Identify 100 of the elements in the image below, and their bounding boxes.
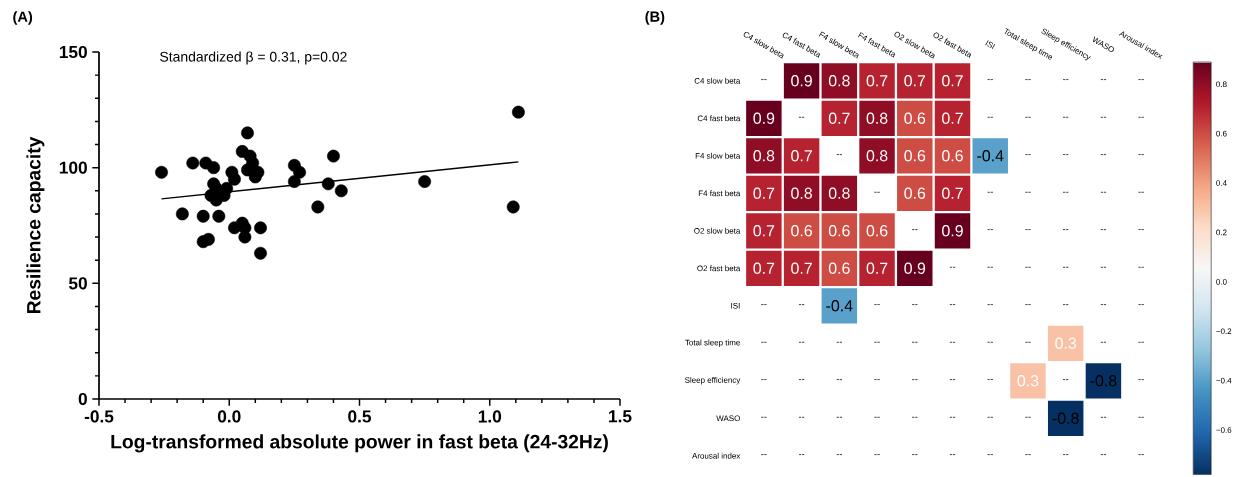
text: -- — [1025, 154, 1031, 156]
data-label: 0.8 — [791, 187, 812, 199]
text: -- — [1100, 79, 1107, 81]
text: -- — [949, 454, 956, 456]
text: -- — [949, 266, 956, 268]
text: -- — [836, 154, 843, 156]
text: -- — [1138, 154, 1144, 156]
text: -- — [798, 454, 805, 456]
data-label: 0.9 — [791, 75, 812, 87]
data-label: -0.8 — [1090, 375, 1117, 387]
data-label: 0.8 — [866, 112, 888, 124]
text: -- — [987, 191, 993, 193]
text: -- — [1138, 116, 1144, 118]
y-axis-title: Resilience capacity — [26, 136, 45, 314]
data-label: 0.6 — [904, 150, 926, 162]
data-label: 0.7 — [866, 75, 888, 87]
text: -- — [1063, 79, 1069, 81]
data-label: 0.6 — [904, 112, 926, 124]
text: -- — [874, 304, 880, 306]
x-axis-title: Log-transformed absolute power in fast beta (24-32Hz) — [111, 434, 608, 453]
data-label: 0.7 — [791, 262, 812, 274]
data-label: 0.8 — [828, 75, 850, 87]
data-label: 0.3 — [1055, 337, 1077, 349]
data-label: 0.7 — [753, 187, 775, 199]
text: -- — [1138, 191, 1144, 193]
text: -- — [798, 116, 805, 118]
chart-title: (B) — [645, 11, 665, 25]
data-label: 0.9 — [753, 112, 775, 124]
text: -- — [987, 229, 993, 231]
text: -- — [1100, 116, 1107, 118]
text: -- — [1025, 266, 1031, 268]
text: -- — [912, 416, 918, 418]
text: -- — [987, 79, 993, 81]
text: -- — [761, 304, 767, 306]
text: -- — [1138, 266, 1144, 268]
text: -- — [1100, 191, 1107, 193]
text: -- — [798, 341, 805, 343]
data-label: 0.6 — [866, 225, 888, 237]
data-label: 0.7 — [866, 262, 888, 274]
text: -- — [1138, 304, 1144, 306]
text: -- — [761, 79, 767, 81]
text: -- — [798, 379, 805, 381]
y-tick-label: 0 — [78, 392, 87, 406]
text: -- — [1025, 79, 1031, 81]
text: -- — [987, 454, 993, 456]
x-tick-label: 1.0 — [478, 410, 502, 423]
text: -- — [1100, 454, 1107, 456]
text: -- — [1063, 229, 1069, 231]
data-label: 0.7 — [942, 112, 963, 124]
text: -- — [912, 454, 918, 456]
text: -- — [1063, 379, 1069, 381]
text: -- — [836, 379, 843, 381]
data-label: 0.7 — [904, 75, 926, 87]
data-label: -0.4 — [977, 150, 1004, 162]
text: -- — [987, 416, 993, 418]
x-tick-label: 1.5 — [609, 410, 632, 423]
text: -- — [874, 341, 880, 343]
text: -- — [761, 341, 767, 343]
text: -- — [949, 304, 956, 306]
text: -- — [761, 416, 767, 418]
text: -- — [912, 229, 918, 231]
text: -- — [1138, 454, 1144, 456]
y-tick-label: 50 — [68, 277, 87, 290]
data-label: -0.8 — [1052, 412, 1079, 424]
text: -- — [987, 116, 993, 118]
text: -- — [912, 304, 918, 306]
data-label: 0.7 — [753, 262, 775, 274]
data-label: 0.7 — [828, 112, 850, 124]
x-tick-label: 0.5 — [348, 410, 372, 423]
text: -- — [1138, 379, 1144, 381]
text: -- — [1063, 154, 1069, 156]
text: -- — [912, 379, 918, 381]
text: -- — [1100, 154, 1107, 156]
data-label: -0.4 — [826, 300, 853, 312]
text: -- — [1025, 454, 1031, 456]
text: -- — [836, 416, 843, 418]
y-tick-label: 150 — [59, 45, 87, 59]
text: -- — [1138, 416, 1144, 418]
x-tick-label: 0.0 — [217, 410, 241, 423]
text: -- — [836, 454, 843, 456]
chart-title: (A) — [13, 11, 33, 25]
text: -- — [1025, 116, 1031, 118]
annotation: Standardized β = 0.31, p=0.02 — [160, 51, 347, 65]
text: -- — [1100, 341, 1107, 343]
text: -- — [836, 341, 843, 343]
data-label: 0.3 — [1017, 375, 1039, 387]
text: -- — [1063, 191, 1069, 193]
text: -- — [761, 379, 767, 381]
data-label: 0.8 — [828, 187, 850, 199]
data-label: 0.9 — [942, 225, 963, 237]
data-label: 0.8 — [753, 150, 775, 162]
text: -- — [1025, 304, 1031, 306]
text: -- — [1063, 116, 1069, 118]
data-label: 0.7 — [791, 150, 812, 162]
text: -- — [874, 454, 880, 456]
text: -- — [1138, 341, 1144, 343]
text: -- — [949, 416, 956, 418]
y-tick-label: 100 — [59, 161, 87, 174]
data-label: 0.6 — [904, 187, 926, 199]
data-label: 0.9 — [904, 262, 926, 274]
